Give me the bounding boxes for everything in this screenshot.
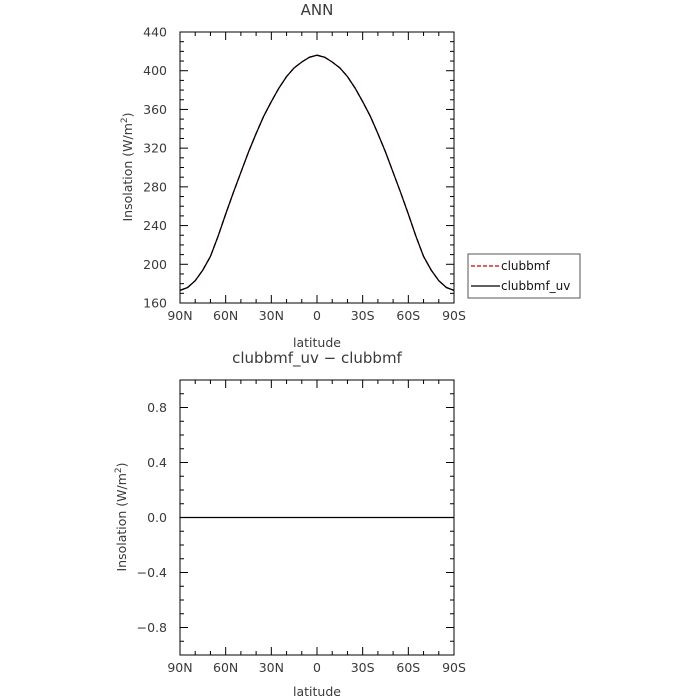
top-y-axis-label: Insolation (W/m2) xyxy=(120,112,135,221)
top-x-tick-label: 60N xyxy=(213,308,238,323)
bottom-y-tick-label: 0.0 xyxy=(147,510,167,525)
top-x-axis-label: latitude xyxy=(293,335,341,350)
bottom-y-tick-label: −0.8 xyxy=(137,620,167,635)
legend-label-clubbmf: clubbmf xyxy=(501,259,550,273)
top-y-tick-label: 440 xyxy=(143,25,167,40)
legend: clubbmf clubbmf_uv xyxy=(467,253,581,299)
bottom-x-tick-label: 0 xyxy=(313,660,321,675)
top-series-line-clubbmf-uv xyxy=(179,54,455,292)
bottom-x-tick-label: 60N xyxy=(213,660,238,675)
top-x-tick-label: 30N xyxy=(259,308,284,323)
bottom-x-tick-label: 60S xyxy=(396,660,420,675)
top-x-tick-label: 90S xyxy=(442,308,466,323)
top-panel: ANN 90N 60N 30N 0 30S 60S 90S 160 200 240 280 320 36… xyxy=(120,1,466,350)
top-y-tick-label: 160 xyxy=(143,296,167,311)
top-y-tick-label: 280 xyxy=(143,179,167,194)
bottom-y-tick-label: 0.4 xyxy=(147,455,167,470)
bottom-x-tick-label: 90S xyxy=(442,660,466,675)
bottom-x-tick-label: 90N xyxy=(167,660,192,675)
top-x-tick-label: 90N xyxy=(167,308,192,323)
bottom-panel: clubbmf_uv − clubbmf 90N 60N 30N 0 30S 60S 90S… xyxy=(114,349,466,699)
bottom-y-tick-label: −0.4 xyxy=(137,565,167,580)
bottom-x-axis-label: latitude xyxy=(293,684,341,699)
top-y-tick-label: 200 xyxy=(143,257,167,272)
top-y-tick-label: 360 xyxy=(143,102,167,117)
top-x-tick-label: 60S xyxy=(396,308,420,323)
legend-box xyxy=(467,253,581,299)
bottom-chart-title: clubbmf_uv − clubbmf xyxy=(232,349,402,368)
bottom-x-tick-label: 30S xyxy=(351,660,375,675)
top-series-line-clubbmf xyxy=(179,54,455,292)
top-y-tick-label: 400 xyxy=(143,63,167,78)
bottom-ticks: 90N 60N 30N 0 30S 60S 90S −0.8 −0.4 0.0 0.4 0.8 xyxy=(137,379,466,675)
top-y-tick-label: 240 xyxy=(143,218,167,233)
top-plot-marks xyxy=(179,54,455,292)
top-y-tick-label: 320 xyxy=(143,141,167,156)
top-ticks: 90N 60N 30N 0 30S 60S 90S 160 200 240 280 320 360 400… xyxy=(143,25,466,324)
bottom-y-tick-label: 0.8 xyxy=(147,400,167,415)
top-plot-frame xyxy=(179,31,455,304)
bottom-x-tick-label: 30N xyxy=(259,660,284,675)
legend-label-clubbmf-uv: clubbmf_uv xyxy=(501,279,570,293)
top-x-tick-label: 30S xyxy=(351,308,375,323)
top-x-tick-label: 0 xyxy=(313,308,321,323)
bottom-y-axis-label: Insolation (W/m2) xyxy=(114,462,129,571)
top-chart-title: ANN xyxy=(301,1,334,19)
